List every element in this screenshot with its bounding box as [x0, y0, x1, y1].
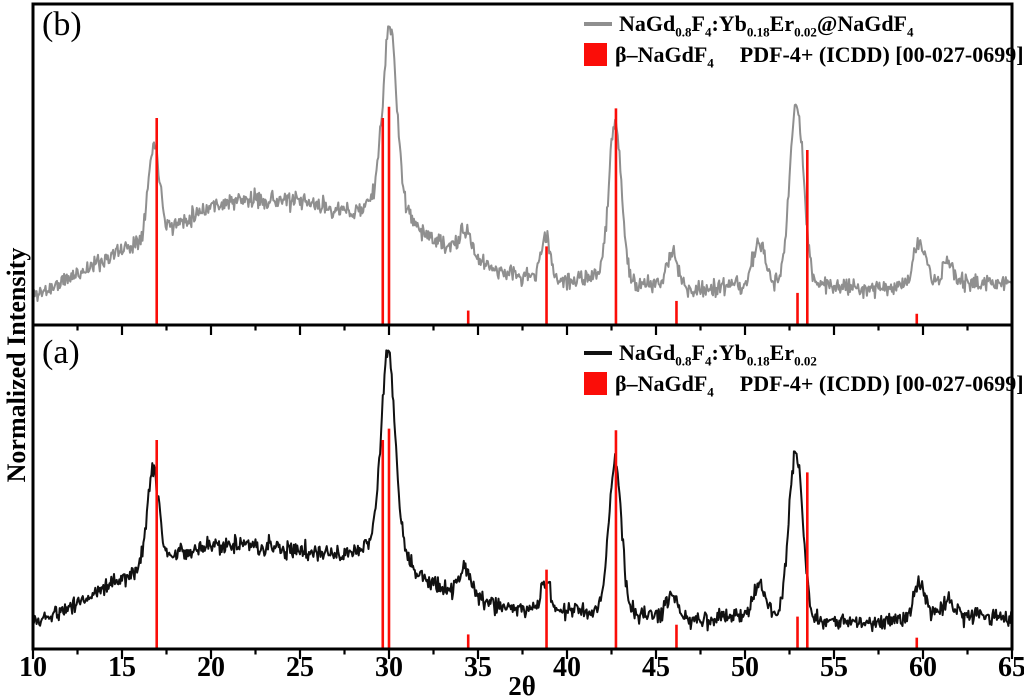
- series-a-line-swatch: [584, 350, 612, 355]
- panel-b-label: (b): [42, 6, 82, 43]
- series-b-line-swatch: [584, 21, 612, 26]
- x-axis-title: 2θ: [508, 671, 536, 698]
- xrd-curve-a: [32, 349, 1013, 633]
- series-b-label: NaGd0.8F4:Yb0.18Er0.02@NaGdF4: [619, 10, 914, 39]
- reference-phase-label-b: β–NaGdF4: [615, 41, 714, 70]
- x-tick-label: 60: [909, 652, 937, 683]
- series-a-label: NaGd0.8F4:Yb0.18Er0.02: [619, 339, 817, 368]
- x-tick-label: 55: [820, 652, 848, 683]
- xrd-curve-b: [32, 25, 1013, 302]
- legend-panel-b: NaGd0.8F4:Yb0.18Er0.02@NaGdF4 β–NaGdF4 P…: [584, 8, 1024, 70]
- x-tick-label: 30: [375, 652, 403, 683]
- reference-square-swatch-b: [584, 43, 607, 66]
- legend-row-series-a: NaGd0.8F4:Yb0.18Er0.02: [584, 337, 1024, 368]
- x-tick-label: 65: [998, 652, 1024, 683]
- x-tick-label: 40: [553, 652, 581, 683]
- x-tick-label: 20: [197, 652, 225, 683]
- y-axis-title: Normalized Intensity: [2, 247, 31, 483]
- legend-row-reference-b: β–NaGdF4 PDF-4+ (ICDD) [00-027-0699]: [584, 39, 1024, 70]
- reference-card-label-b: PDF-4+ (ICDD) [00-027-0699]: [739, 41, 1024, 67]
- reference-card-label-a: PDF-4+ (ICDD) [00-027-0699]: [739, 370, 1024, 396]
- x-tick-label: 45: [642, 652, 670, 683]
- legend-row-series-b: NaGd0.8F4:Yb0.18Er0.02@NaGdF4: [584, 8, 1024, 39]
- x-tick-label: 50: [731, 652, 759, 683]
- panel-a-label: (a): [42, 334, 80, 371]
- x-tick-label: 15: [108, 652, 136, 683]
- reference-square-swatch-a: [584, 372, 607, 395]
- x-tick-label: 10: [19, 652, 47, 683]
- x-tick-label: 25: [286, 652, 314, 683]
- legend-panel-a: NaGd0.8F4:Yb0.18Er0.02 β–NaGdF4 PDF-4+ (…: [584, 337, 1024, 399]
- legend-row-reference-a: β–NaGdF4 PDF-4+ (ICDD) [00-027-0699]: [584, 368, 1024, 399]
- reference-phase-label-a: β–NaGdF4: [615, 370, 714, 399]
- x-tick-label: 35: [464, 652, 492, 683]
